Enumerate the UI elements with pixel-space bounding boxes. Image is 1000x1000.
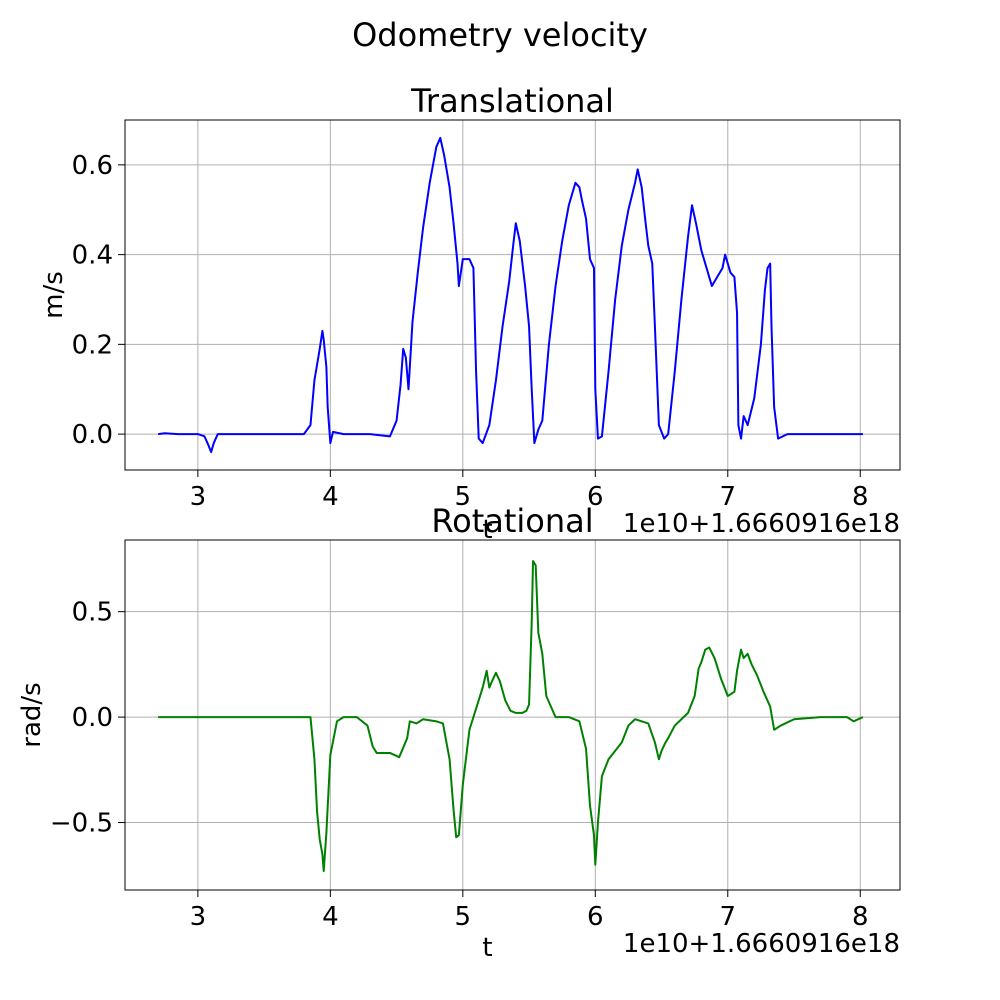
rotational-y-tick-label: 0.5 <box>72 598 113 628</box>
rotational-chart: 3 4 5 6 7 8 −0.5 0.0 0.5 Rotational rad/s t 1e10+1.6… <box>17 502 901 963</box>
rotational-series-line <box>158 560 864 873</box>
rotational-title: Rotational <box>431 502 593 540</box>
translational-y-axis-label: m/s <box>39 271 69 319</box>
translational-x-offset-text: 1e10+1.6660916e18 <box>623 509 900 539</box>
rotational-axes-frame <box>124 539 901 891</box>
translational-y-tick-label: 0.0 <box>72 420 113 450</box>
translational-x-tick-label: 6 <box>587 482 604 512</box>
rotational-x-axis-label: t <box>482 933 492 963</box>
translational-series-line <box>157 136 863 454</box>
rotational-y-tick-label: −0.5 <box>50 809 113 839</box>
translational-x-tick-label: 8 <box>852 482 869 512</box>
translational-x-tick-label: 4 <box>322 482 339 512</box>
rotational-x-tick-label: 8 <box>852 902 869 932</box>
translational-plot-area <box>125 120 900 470</box>
translational-x-tick-label: 3 <box>190 482 207 512</box>
rotational-x-tick-label: 7 <box>720 902 737 932</box>
rotational-plot-area <box>125 540 900 890</box>
translational-title: Translational <box>410 82 614 120</box>
rotational-x-tick-label: 5 <box>455 902 472 932</box>
translational-x-tick-label: 5 <box>455 482 472 512</box>
translational-y-tick-label: 0.2 <box>72 330 113 360</box>
translational-chart: 3 4 5 6 7 8 0.0 0.2 0.4 0.6 Translational m/s t 1e10+… <box>39 82 901 545</box>
translational-y-tick-label: 0.6 <box>72 151 113 181</box>
translational-y-tick-label: 0.4 <box>72 241 113 271</box>
rotational-x-offset-text: 1e10+1.6660916e18 <box>623 929 900 959</box>
translational-x-tick-label: 7 <box>720 482 737 512</box>
translational-x-axis-label: t <box>482 515 492 545</box>
figure-title: Odometry velocity <box>352 16 648 54</box>
rotational-x-tick-label: 4 <box>322 902 339 932</box>
rotational-y-axis-label: rad/s <box>17 682 47 747</box>
rotational-x-tick-label: 6 <box>587 902 604 932</box>
rotational-y-tick-label: 0.0 <box>72 703 113 733</box>
rotational-x-tick-label: 3 <box>190 902 207 932</box>
translational-axes-frame <box>124 119 901 471</box>
